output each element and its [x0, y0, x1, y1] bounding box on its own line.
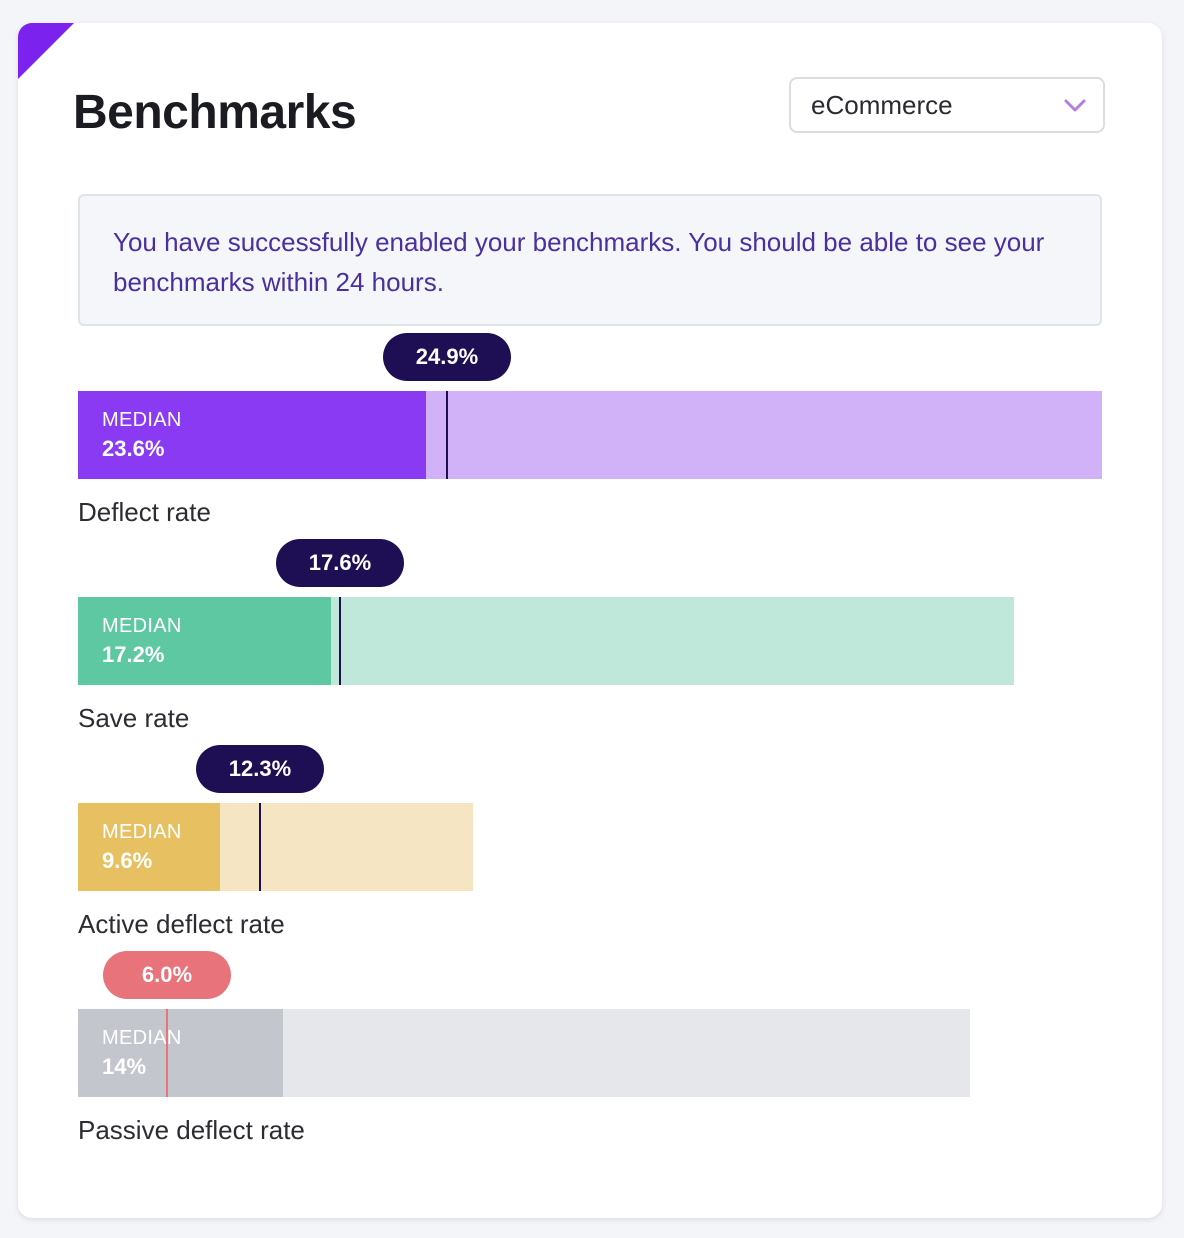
median-label: MEDIAN [102, 409, 182, 431]
benchmarks-card: Benchmarks eCommerce You have successful… [18, 23, 1162, 1218]
metric-label: Passive deflect rate [78, 1115, 305, 1145]
median-fill: MEDIAN 14% [78, 1009, 283, 1097]
median-value: 14% [102, 1054, 147, 1079]
median-label: MEDIAN [102, 615, 182, 637]
your-value-bubble: 6.0% [103, 951, 231, 999]
median-fill: MEDIAN 17.2% [78, 597, 331, 685]
card-title: Benchmarks [73, 86, 357, 139]
median-fill: MEDIAN 9.6% [78, 803, 220, 891]
your-value-bubble: 24.9% [383, 333, 511, 381]
metric-label: Deflect rate [78, 497, 211, 527]
median-fill: MEDIAN 23.6% [78, 391, 426, 479]
metric-label: Save rate [78, 703, 190, 733]
industry-select-value: eCommerce [811, 90, 953, 120]
metric-label: Active deflect rate [78, 909, 285, 939]
median-value: 9.6% [102, 848, 153, 873]
corner-accent [18, 23, 74, 79]
median-label: MEDIAN [102, 821, 182, 843]
your-value-bubble: 12.3% [196, 745, 324, 793]
notice-text: You have successfully enabled your bench… [113, 227, 1045, 297]
benchmark-track: MEDIAN 14% [78, 1009, 970, 1097]
benchmark-track: MEDIAN 23.6% [78, 391, 1102, 479]
chevron-down-icon [1064, 99, 1086, 112]
benchmarks-enabled-notice: You have successfully enabled your bench… [78, 194, 1102, 326]
industry-select[interactable]: eCommerce [789, 77, 1105, 133]
benchmark-track: MEDIAN 9.6% [78, 803, 473, 891]
median-value: 17.2% [102, 642, 165, 667]
your-value-marker [259, 803, 261, 891]
median-value: 23.6% [102, 436, 165, 461]
median-label: MEDIAN [102, 1027, 182, 1049]
benchmark-track: MEDIAN 17.2% [78, 597, 1014, 685]
your-value-marker [166, 1009, 168, 1097]
your-value-bubble: 17.6% [276, 539, 404, 587]
your-value-marker [446, 391, 448, 479]
your-value-marker [339, 597, 341, 685]
